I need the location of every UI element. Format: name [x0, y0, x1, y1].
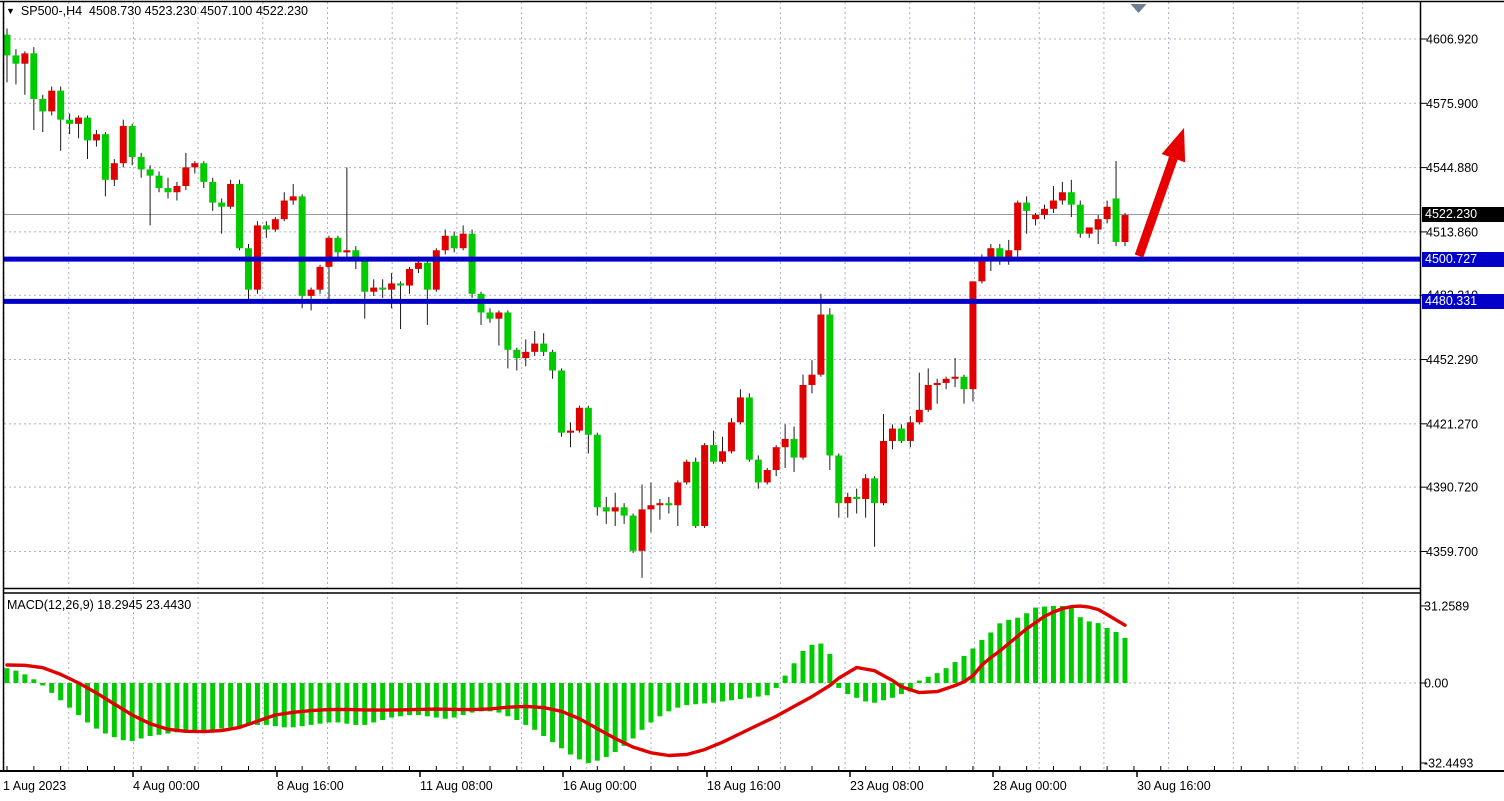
- macd-axis-label: -32.4493: [1424, 756, 1473, 770]
- panel-borders: [0, 0, 1504, 772]
- time-axis-label: 18 Aug 16:00: [707, 779, 781, 793]
- macd-axis-label: 31.2589: [1424, 599, 1469, 613]
- macd-indicator-label: MACD(12,26,9) 18.2945 23.4430: [7, 598, 192, 612]
- time-axis-label: 16 Aug 00:00: [563, 779, 637, 793]
- price-axis-label: 4359.700: [1426, 545, 1478, 559]
- chevron-down-icon: ▼: [6, 6, 15, 16]
- price-axis-label: 4544.880: [1426, 161, 1478, 175]
- time-axis-label: 28 Aug 00:00: [993, 779, 1067, 793]
- price-axis-label: 4606.920: [1426, 33, 1478, 47]
- symbol-header: ▼ SP500-,H4 4508.730 4523.230 4507.100 4…: [6, 4, 308, 18]
- vertical-gridlines: [3, 2, 1364, 771]
- price-axis-label: 4421.270: [1426, 417, 1478, 431]
- macd-signal-line: [5, 604, 1127, 758]
- last-bar-marker-icon: [1130, 4, 1147, 13]
- time-axis-label: 1 Aug 2023: [3, 779, 66, 793]
- price-axis-label: 4452.290: [1426, 353, 1478, 367]
- price-axis-label: 4390.720: [1426, 481, 1478, 495]
- candlesticks-layer: [3, 28, 1129, 578]
- trend-arrow[interactable]: [1134, 128, 1186, 258]
- support-level-badge: 4480.331: [1422, 293, 1504, 309]
- symbol-ohlc-info: SP500-,H4 4508.730 4523.230 4507.100 452…: [20, 4, 308, 18]
- macd-axis: 31.2589 0.00 -32.4493: [1421, 599, 1473, 770]
- time-axis-label: 23 Aug 08:00: [850, 779, 924, 793]
- time-axis-label: 8 Aug 16:00: [277, 779, 344, 793]
- price-axis-label: 4575.900: [1426, 97, 1478, 111]
- current-price-badge: 4522.230: [1422, 207, 1504, 223]
- resistance-level-badge: 4500.727: [1422, 251, 1504, 267]
- time-axis-label: 30 Aug 16:00: [1137, 779, 1211, 793]
- time-axis-label: 4 Aug 00:00: [133, 779, 200, 793]
- macd-axis-label: 0.00: [1424, 677, 1448, 691]
- time-axis: 1 Aug 2023 4 Aug 00:00 8 Aug 16:00 11 Aug 0…: [3, 766, 1403, 793]
- horizontal-gridlines: [4, 38, 1420, 552]
- price-axis-label: 4513.860: [1426, 225, 1478, 239]
- time-axis-label: 11 Aug 08:00: [420, 779, 493, 793]
